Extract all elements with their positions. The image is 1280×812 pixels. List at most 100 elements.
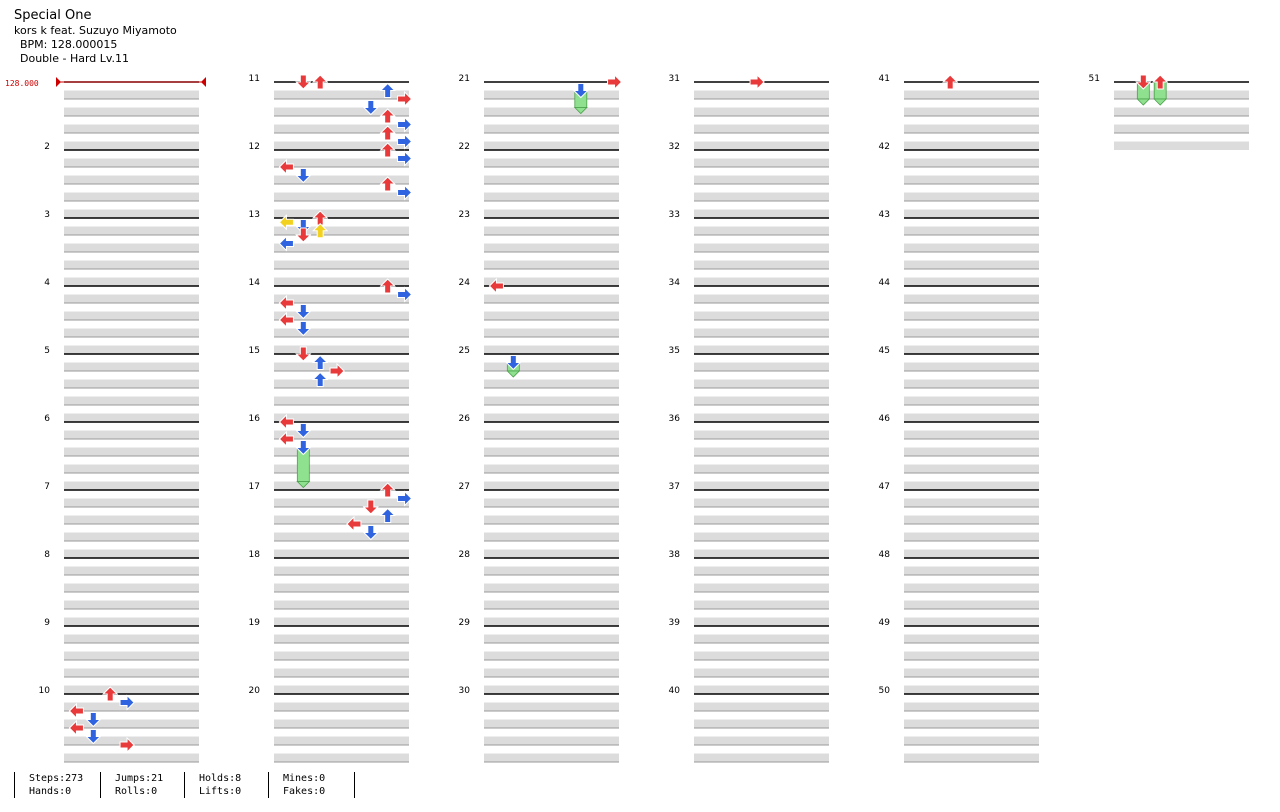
measure-7 — [64, 489, 199, 559]
measure-4 — [64, 285, 199, 355]
bpm-change-marker: 128.000 — [5, 77, 206, 88]
measure-38 — [694, 557, 829, 627]
measure-number: 17 — [249, 482, 260, 492]
measure-number: 5 — [44, 346, 50, 356]
measure-1 — [64, 81, 199, 151]
stats-col-holds: Holds:8 Lifts:0 — [184, 772, 241, 798]
measure-13 — [274, 217, 409, 287]
measure-27 — [484, 489, 619, 559]
measure-number: 27 — [459, 482, 470, 492]
measure-46 — [904, 421, 1039, 491]
measure-number: 19 — [249, 618, 261, 628]
measure-30 — [484, 693, 619, 763]
stats-col-end — [354, 772, 369, 798]
measure-number: 2 — [44, 142, 50, 152]
measure-number: 4 — [44, 278, 50, 288]
stats-col-steps: Steps:273 Hands:0 — [14, 772, 83, 798]
measure-number: 10 — [39, 686, 51, 696]
measure-number: 48 — [879, 550, 891, 560]
measure-number: 25 — [459, 346, 470, 356]
measure-number: 45 — [879, 346, 890, 356]
measure-49 — [904, 625, 1039, 695]
arrow-up-icon — [312, 223, 328, 239]
measure-28 — [484, 557, 619, 627]
measure-32 — [694, 149, 829, 219]
measure-20 — [274, 693, 409, 763]
measure-number: 24 — [459, 278, 471, 288]
stat-steps: Steps:273 — [29, 773, 84, 784]
measure-24 — [484, 285, 619, 355]
measure-23 — [484, 217, 619, 287]
measure-number: 46 — [879, 414, 891, 424]
measure-number: 31 — [669, 74, 680, 84]
measure-number: 38 — [669, 550, 681, 560]
measure-number: 39 — [669, 618, 681, 628]
measure-number: 15 — [249, 346, 260, 356]
measure-number: 11 — [249, 74, 260, 84]
measure-number: 47 — [879, 482, 890, 492]
measure-number: 7 — [44, 482, 50, 492]
measure-15 — [274, 353, 409, 423]
measure-35 — [694, 353, 829, 423]
measure-43 — [904, 217, 1039, 287]
measure-6 — [64, 421, 199, 491]
arrow-up-icon — [942, 74, 958, 90]
measure-number: 44 — [879, 278, 891, 288]
stat-hands: Hands:0 — [29, 786, 72, 797]
measure-number: 22 — [459, 142, 470, 152]
measure-36 — [694, 421, 829, 491]
measure-number: 40 — [669, 686, 681, 696]
measure-number: 21 — [459, 74, 470, 84]
measure-number: 13 — [249, 210, 260, 220]
measure-3 — [64, 217, 199, 287]
measure-44 — [904, 285, 1039, 355]
measure-number: 35 — [669, 346, 680, 356]
measure-29 — [484, 625, 619, 695]
measure-40 — [694, 693, 829, 763]
measure-number: 23 — [459, 210, 470, 220]
stats-col-jumps: Jumps:21 Rolls:0 — [100, 772, 163, 798]
measure-number: 36 — [669, 414, 681, 424]
measure-number: 33 — [669, 210, 680, 220]
measure-number: 16 — [249, 414, 261, 424]
measure-number: 9 — [44, 618, 50, 628]
measure-5 — [64, 353, 199, 423]
measure-number: 14 — [249, 278, 261, 288]
arrow-right-icon — [607, 74, 623, 90]
measure-number: 37 — [669, 482, 680, 492]
measure-number: 30 — [459, 686, 471, 696]
measure-number: 20 — [249, 686, 261, 696]
measure-42 — [904, 149, 1039, 219]
measure-number: 42 — [879, 142, 890, 152]
song-artist: kors k feat. Suzuyo Miyamoto — [14, 24, 177, 37]
stat-lifts: Lifts:0 — [199, 786, 242, 797]
measure-14 — [274, 285, 409, 355]
measure-number: 29 — [459, 618, 471, 628]
song-title: Special One — [14, 8, 92, 23]
measure-number: 26 — [459, 414, 471, 424]
measure-18 — [274, 557, 409, 627]
measure-34 — [694, 285, 829, 355]
measure-50 — [904, 693, 1039, 763]
measure-number: 3 — [44, 210, 50, 220]
measure-number: 18 — [249, 550, 261, 560]
measure-number: 32 — [669, 142, 680, 152]
measure-number: 34 — [669, 278, 681, 288]
stat-jumps: Jumps:21 — [115, 773, 164, 784]
measure-number: 28 — [459, 550, 471, 560]
measure-37 — [694, 489, 829, 559]
measure-22 — [484, 149, 619, 219]
measure-number: 41 — [879, 74, 890, 84]
measure-number: 12 — [249, 142, 260, 152]
measure-25 — [484, 353, 619, 423]
measure-number: 43 — [879, 210, 890, 220]
stat-mines: Mines:0 — [283, 773, 326, 784]
measure-9 — [64, 625, 199, 695]
bpm-readout: BPM: 128.000015 — [20, 38, 118, 51]
measure-26 — [484, 421, 619, 491]
song-header: Special One kors k feat. Suzuyo Miyamoto… — [14, 8, 177, 66]
stat-rolls: Rolls:0 — [115, 786, 158, 797]
measure-21 — [484, 81, 619, 151]
measure-33 — [694, 217, 829, 287]
